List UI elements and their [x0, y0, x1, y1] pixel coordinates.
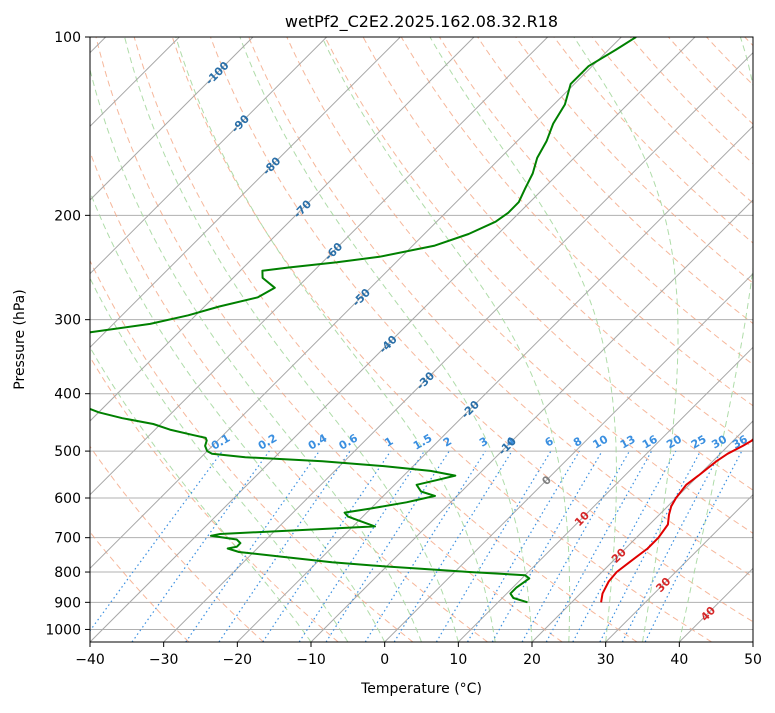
x-tick-label: 10: [449, 652, 467, 668]
x-tick-label: −40: [75, 652, 105, 668]
y-axis-label: Pressure (hPa): [12, 289, 28, 389]
x-tick-label: 50: [744, 652, 762, 668]
y-tick-label: 900: [54, 595, 81, 611]
y-tick-label: 500: [54, 444, 81, 460]
x-tick-label: −10: [296, 652, 326, 668]
y-tick-label: 100: [54, 30, 81, 46]
y-tick-label: 300: [54, 313, 81, 329]
x-tick-label: 20: [523, 652, 541, 668]
x-tick-label: 30: [597, 652, 615, 668]
x-tick-label: 40: [670, 652, 688, 668]
x-axis-label: Temperature (°C): [360, 681, 482, 697]
y-tick-label: 700: [54, 531, 81, 547]
y-tick-label: 200: [54, 208, 81, 224]
y-tick-label: 400: [54, 387, 81, 403]
y-tick-label: 800: [54, 565, 81, 581]
x-tick-label: −30: [149, 652, 179, 668]
x-tick-label: 0: [380, 652, 389, 668]
chart-title: wetPf2_C2E2.2025.162.08.32.R18: [285, 12, 558, 32]
y-tick-label: 600: [54, 491, 81, 507]
x-tick-label: −20: [223, 652, 253, 668]
y-tick-label: 1000: [45, 622, 81, 638]
